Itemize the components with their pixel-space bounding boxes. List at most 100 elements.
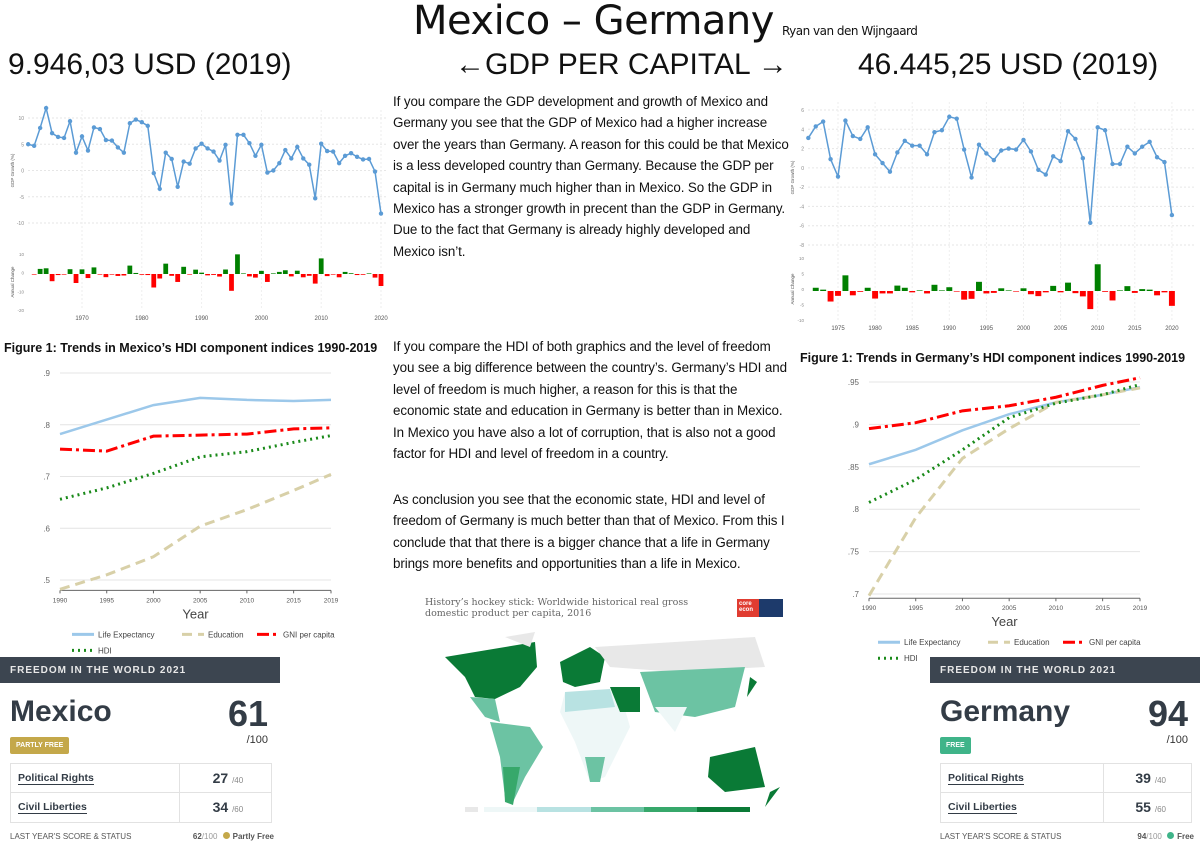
annual-change-bar: [1139, 289, 1146, 291]
category-link[interactable]: Political Rights: [948, 772, 1024, 785]
annual-change-bar: [849, 291, 856, 296]
annual-change-bar: [909, 291, 916, 293]
gdp-point: [301, 156, 306, 161]
gdp-point: [253, 153, 258, 158]
gdp-point: [366, 156, 372, 162]
gdp-point: [241, 132, 246, 137]
author-name: Ryan van den Wijngaard: [782, 24, 918, 38]
gdp-point: [1154, 155, 1160, 160]
legend-label: GNI per capita: [283, 630, 335, 639]
gdp-point: [1095, 125, 1100, 130]
annual-change-bar: [1027, 291, 1034, 295]
bar-tick-label: 0: [801, 287, 804, 292]
category-link[interactable]: Civil Liberties: [948, 801, 1017, 814]
bar-tick-label: 0: [21, 271, 24, 276]
legend-label: Education: [1014, 638, 1050, 647]
category-link[interactable]: Political Rights: [18, 772, 94, 785]
gdp-point: [865, 125, 870, 130]
germany-hdi-title: Figure 1: Trends in Germany’s HDI compon…: [800, 351, 1186, 365]
gdp-point: [217, 158, 222, 163]
annual-change-bar: [1087, 291, 1094, 310]
gdp-point: [103, 137, 109, 143]
gdp-point: [193, 146, 198, 151]
gdp-point: [813, 124, 818, 129]
gdp-point: [169, 156, 174, 162]
south-asia: [655, 707, 687, 732]
annual-change-bar: [901, 287, 908, 291]
annual-change-bar: [946, 287, 953, 291]
series-line-hdi: [59, 434, 332, 501]
mexico-gdp-growth-chart: 10 5 0 -5 -10 GDP Growth (%) Annual Change 1970…: [10, 105, 388, 322]
category-score: 27 /40: [212, 770, 244, 786]
scale-swatch: [537, 807, 591, 812]
gdp-point: [55, 134, 61, 140]
y-tick-label: 2: [801, 147, 804, 153]
x-tick-label: 1990: [53, 597, 68, 604]
y-tick-label: -8: [800, 243, 805, 249]
annual-change-bar: [366, 273, 372, 274]
gdp-point: [43, 105, 49, 111]
score-table: Political Rights 39 /40 Civil Liberties 55 …: [940, 763, 1192, 823]
north-america: [445, 642, 537, 699]
annual-change-bar: [924, 291, 931, 294]
score-max: /100: [246, 734, 268, 746]
gdp-point: [157, 186, 162, 192]
gdp-point: [360, 157, 366, 162]
gdp-point: [887, 169, 893, 174]
category-link[interactable]: Civil Liberties: [18, 801, 87, 814]
annual-change-bar: [67, 269, 73, 274]
gdp-point: [820, 119, 826, 124]
annual-change-bar: [181, 266, 187, 274]
y-tick-label: 10: [18, 116, 24, 122]
series-line-gni-per-capita: [59, 426, 332, 453]
x-tick-label: 1995: [99, 597, 114, 604]
annual-change-bar: [1042, 291, 1049, 293]
annual-change-bar: [835, 291, 841, 296]
gdp-point: [984, 151, 989, 156]
annual-change-bar: [1131, 291, 1138, 293]
gdp-point: [109, 138, 115, 143]
total-score: 94: [1147, 693, 1188, 734]
annual-change-bar: [1050, 285, 1057, 291]
series-line-hdi: [868, 383, 1141, 504]
scale-swatch: [643, 807, 697, 812]
annual-change-bar: [1035, 291, 1042, 297]
gdp-point: [961, 147, 967, 152]
annual-change-bar: [1013, 291, 1020, 292]
annual-change-bar: [241, 273, 246, 274]
gdp-point: [969, 175, 974, 180]
gdp-point: [97, 126, 103, 132]
total-score: 61: [227, 693, 268, 734]
y-tick-label: 5: [21, 142, 24, 148]
europe: [560, 647, 605, 687]
gdp-point: [939, 128, 945, 133]
annual-change-bar: [157, 274, 163, 279]
y-tick-label: .5: [43, 576, 50, 585]
legend-label: Life Expectancy: [98, 630, 154, 639]
africa: [560, 692, 630, 782]
y-tick-label: .6: [43, 524, 50, 533]
annual-change-bar: [127, 265, 133, 274]
gdp-point: [1058, 158, 1063, 164]
annual-change-bar: [1109, 291, 1116, 301]
last-year-label: LAST YEAR'S SCORE & STATUS: [940, 832, 1062, 841]
gdp-point: [1073, 136, 1078, 142]
category-score: 34 /60: [212, 799, 244, 815]
annual-change-bar: [1079, 291, 1086, 297]
x-tick-label: 1990: [195, 316, 209, 322]
y-tick-label: 4: [801, 127, 804, 133]
gdp-point: [1021, 137, 1026, 143]
y-tick-label: .85: [848, 463, 860, 472]
annual-change-bar: [85, 274, 91, 279]
map-color-scale: [465, 807, 750, 812]
gdp-label: ←GDP PER CAPITAL →: [455, 48, 788, 81]
annual-change-bar: [31, 274, 37, 275]
last-year-score: 94/100 Free: [1137, 832, 1194, 841]
gdp-point: [295, 144, 300, 150]
annual-change-bar: [857, 291, 864, 292]
gdp-point: [932, 129, 937, 135]
annual-change-bar: [324, 274, 330, 277]
gdp-germany: 46.445,25 USD (2019): [858, 48, 1159, 81]
gdp-point: [976, 142, 982, 147]
gdp-point: [999, 148, 1004, 153]
